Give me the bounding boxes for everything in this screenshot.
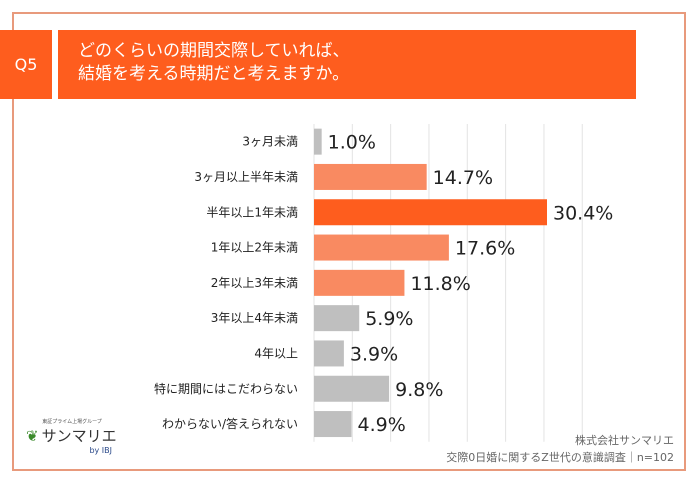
source-survey: 交際0日婚に関するZ世代の意識調査｜n=102 [446, 451, 674, 464]
data-label: 5.9% [365, 308, 413, 330]
data-label: 11.8% [410, 273, 470, 295]
category-label: 1年以上2年未満 [211, 241, 298, 255]
data-label: 9.8% [395, 379, 443, 401]
category-label: 3ヶ月以上半年未満 [194, 170, 298, 184]
logo-tagline: 東証プライム上場グループ [42, 419, 102, 425]
logo: 東証プライム上場グループ ❦ サンマリエ by IBJ [22, 418, 122, 455]
title-line-2: 結婚を考える時期だと考えますか。 [78, 64, 350, 84]
bar [314, 375, 390, 402]
category-label: わからない/答えられない [162, 416, 298, 431]
data-label: 30.4% [553, 202, 613, 224]
category-label: 3ヶ月未満 [242, 135, 298, 149]
category-label: 特に期間にはこだわらない [154, 381, 298, 396]
bar [314, 305, 360, 332]
category-label: 2年以上3年未満 [211, 276, 298, 290]
logo-name: サンマリエ [41, 427, 117, 445]
data-label: 3.9% [350, 343, 398, 365]
bar [314, 128, 322, 155]
category-label: 4年以上 [254, 346, 298, 360]
source-company: 株式会社サンマリエ [575, 434, 674, 447]
source-note: 株式会社サンマリエ 交際0日婚に関するZ世代の意識調査｜n=102 [446, 432, 674, 466]
bar [314, 340, 344, 367]
logo-name-row: ❦ サンマリエ [26, 425, 122, 446]
bar [314, 269, 405, 296]
bar [314, 163, 427, 190]
logo-by: by IBJ [89, 446, 112, 455]
leaf-icon: ❦ [26, 426, 39, 445]
data-label: 1.0% [328, 132, 376, 154]
title-line-1: どのくらいの期間交際していれば、 [78, 41, 350, 61]
category-label: 3年以上4年未満 [211, 311, 298, 325]
question-title: どのくらいの期間交際していれば、 結婚を考える時期だと考えますか。 [58, 30, 636, 99]
data-label: 4.9% [358, 414, 406, 436]
data-label: 17.6% [455, 238, 515, 260]
bar [314, 199, 547, 226]
data-label: 14.7% [433, 167, 493, 189]
category-label: 半年以上1年未満 [206, 205, 298, 219]
question-number: Q5 [0, 30, 52, 99]
chart-frame [12, 12, 686, 471]
bar [314, 234, 449, 261]
bar [314, 411, 352, 438]
